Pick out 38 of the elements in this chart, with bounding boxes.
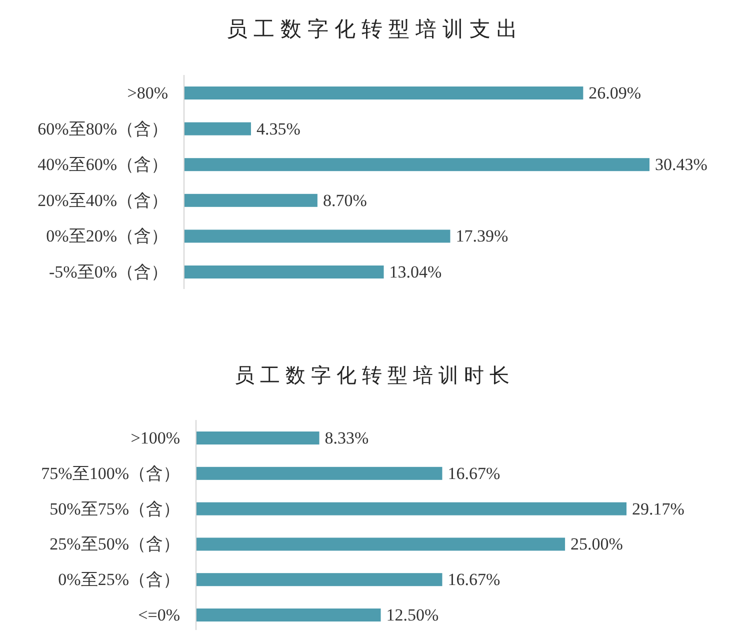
data-label: 16.67%	[448, 570, 500, 590]
bar	[196, 573, 442, 586]
y-tick-label: 0%至20%（含）	[46, 226, 168, 246]
y-tick-label: 0%至25%（含）	[58, 570, 180, 590]
data-label: 12.50%	[386, 606, 439, 624]
y-tick-label: 50%至75%（含）	[50, 499, 180, 518]
data-label: 30.43%	[655, 155, 708, 174]
data-label: 8.70%	[322, 190, 367, 210]
data-label: 29.17%	[632, 499, 684, 518]
chart-title: 员工数字化转型培训支出	[226, 17, 524, 41]
y-tick-label: 20%至40%（含）	[38, 190, 168, 210]
bar	[184, 194, 318, 207]
data-label: 16.67%	[448, 464, 500, 483]
data-label: 25.00%	[570, 534, 623, 554]
data-label: 4.35%	[256, 119, 300, 138]
y-tick-label: >100%	[130, 428, 180, 448]
bar	[196, 502, 626, 516]
data-label: 17.39%	[456, 226, 508, 246]
bar	[196, 538, 566, 551]
bar	[196, 466, 442, 480]
y-tick-label: >80%	[127, 84, 168, 102]
y-tick-label: 60%至80%（含）	[38, 119, 168, 138]
y-tick-label: 40%至60%（含）	[38, 155, 168, 174]
bar	[184, 230, 450, 243]
y-tick-label: <=0%	[138, 606, 180, 624]
bar	[196, 608, 381, 622]
data-label: 8.33%	[324, 428, 369, 448]
y-tick-label: -5%至0%（含）	[49, 262, 168, 282]
y-tick-label: 75%至100%（含）	[41, 464, 180, 483]
data-label: 26.09%	[588, 84, 642, 102]
data-label: 13.04%	[389, 262, 442, 282]
bar	[196, 432, 320, 444]
bar	[184, 122, 251, 136]
bar	[184, 86, 584, 100]
y-tick-label: 25%至50%（含）	[50, 534, 180, 554]
bar	[184, 266, 384, 278]
chart-title: 员工数字化转型培训时长	[234, 364, 515, 387]
bar	[184, 158, 650, 172]
